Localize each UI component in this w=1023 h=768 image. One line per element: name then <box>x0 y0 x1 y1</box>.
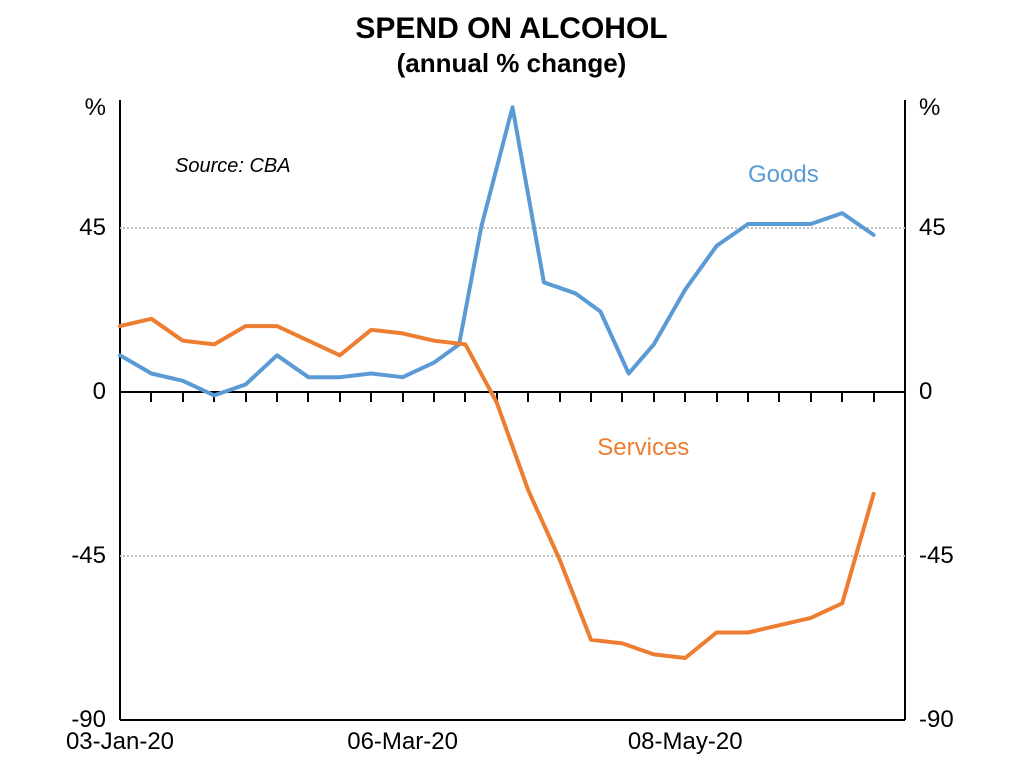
alcohol-spend-chart: SPEND ON ALCOHOL (annual % change) -90-9… <box>0 0 1023 768</box>
y-tick-right: 0 <box>919 378 932 406</box>
y-tick-right: 45 <box>919 214 946 242</box>
plot-area: -90-90-45-45004545%%03-Jan-2006-Mar-2008… <box>120 100 905 720</box>
x-tick-label: 08-May-20 <box>628 728 743 756</box>
chart-subtitle: (annual % change) <box>0 48 1023 79</box>
x-tick-label: 06-Mar-20 <box>347 728 458 756</box>
series-label-services: Services <box>597 434 689 462</box>
y-tick-left: 45 <box>79 214 106 242</box>
series-label-goods: Goods <box>748 161 819 189</box>
y-tick-left: -45 <box>71 542 106 570</box>
y-tick-left: 0 <box>93 378 106 406</box>
series-services <box>120 319 874 658</box>
series-goods <box>120 107 874 395</box>
y-unit-right: % <box>919 94 940 122</box>
y-tick-right: -45 <box>919 542 954 570</box>
x-tick-label: 03-Jan-20 <box>66 728 174 756</box>
y-tick-right: -90 <box>919 706 954 734</box>
series-lines <box>120 100 905 720</box>
y-unit-left: % <box>85 94 106 122</box>
chart-title: SPEND ON ALCOHOL <box>0 12 1023 46</box>
